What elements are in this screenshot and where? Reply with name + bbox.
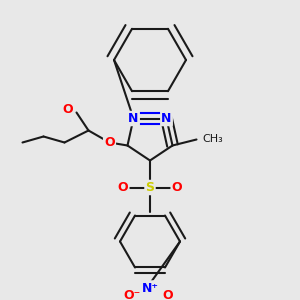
Text: O: O (163, 289, 173, 300)
Text: S: S (146, 181, 154, 194)
Text: O: O (118, 181, 128, 194)
Text: N: N (128, 112, 139, 125)
Text: O: O (62, 103, 73, 116)
Text: N⁺: N⁺ (142, 281, 158, 295)
Text: N: N (161, 112, 172, 125)
Text: O⁻: O⁻ (123, 289, 141, 300)
Text: O: O (104, 136, 115, 149)
Text: O: O (172, 181, 182, 194)
Text: CH₃: CH₃ (202, 134, 223, 145)
